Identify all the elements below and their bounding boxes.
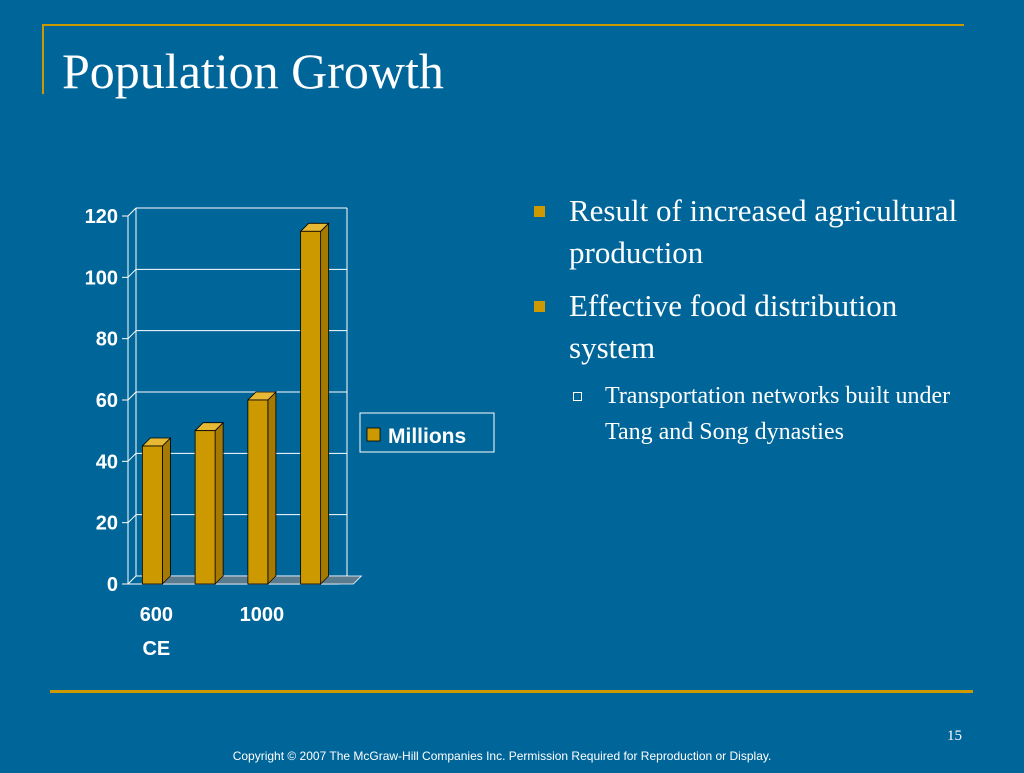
square-bullet-icon bbox=[534, 301, 545, 312]
gridline-depth bbox=[127, 452, 137, 462]
y-tick-label: 0 bbox=[107, 574, 118, 596]
bullet-item: Effective food distribution system bbox=[532, 285, 982, 369]
y-tick-label: 80 bbox=[96, 329, 118, 351]
bar bbox=[141, 445, 163, 585]
bullet-text: Effective food distribution system bbox=[569, 288, 898, 365]
hollow-square-bullet-icon bbox=[573, 392, 582, 401]
x-category-label: CE bbox=[142, 638, 170, 660]
copyright-notice: Copyright © 2007 The McGraw-Hill Compani… bbox=[232, 749, 772, 763]
y-tick-label: 100 bbox=[85, 267, 118, 289]
footer-rule bbox=[50, 690, 973, 693]
y-tick-label: 120 bbox=[85, 206, 118, 228]
sub-bullet-item: Transportation networks built under Tang… bbox=[569, 378, 982, 450]
bar-side bbox=[161, 437, 171, 585]
bullet-text: Result of increased agricultural product… bbox=[569, 193, 958, 270]
x-category-label: 600 bbox=[140, 604, 173, 626]
bullet-list: Result of increased agricultural product… bbox=[532, 190, 982, 450]
page-number: 15 bbox=[947, 728, 962, 744]
slide-title: Population Growth bbox=[62, 43, 444, 99]
y-tick-label: 20 bbox=[96, 513, 118, 535]
bar-side bbox=[214, 421, 224, 585]
y-tick-label: 40 bbox=[96, 451, 118, 473]
gridline-depth bbox=[127, 207, 137, 217]
y-tick-label: 60 bbox=[96, 390, 118, 412]
bar bbox=[300, 230, 322, 585]
gridline-depth bbox=[127, 391, 137, 401]
bar bbox=[194, 430, 216, 585]
bar-side bbox=[320, 222, 330, 585]
gridline-depth bbox=[127, 514, 137, 524]
frame-left-rule bbox=[42, 24, 44, 94]
legend-swatch bbox=[366, 427, 381, 442]
legend-box bbox=[359, 412, 495, 453]
bar bbox=[247, 399, 269, 585]
gridline-depth bbox=[127, 330, 137, 340]
bullet-item: Result of increased agricultural product… bbox=[532, 190, 982, 274]
legend-label: Millions bbox=[388, 425, 466, 448]
square-bullet-icon bbox=[534, 206, 545, 217]
frame-top-rule bbox=[42, 24, 964, 26]
gridline-depth bbox=[127, 268, 137, 278]
sub-bullet-text: Transportation networks built under Tang… bbox=[605, 383, 951, 445]
x-category-label: 1000 bbox=[240, 604, 285, 626]
bar-side bbox=[267, 391, 277, 585]
